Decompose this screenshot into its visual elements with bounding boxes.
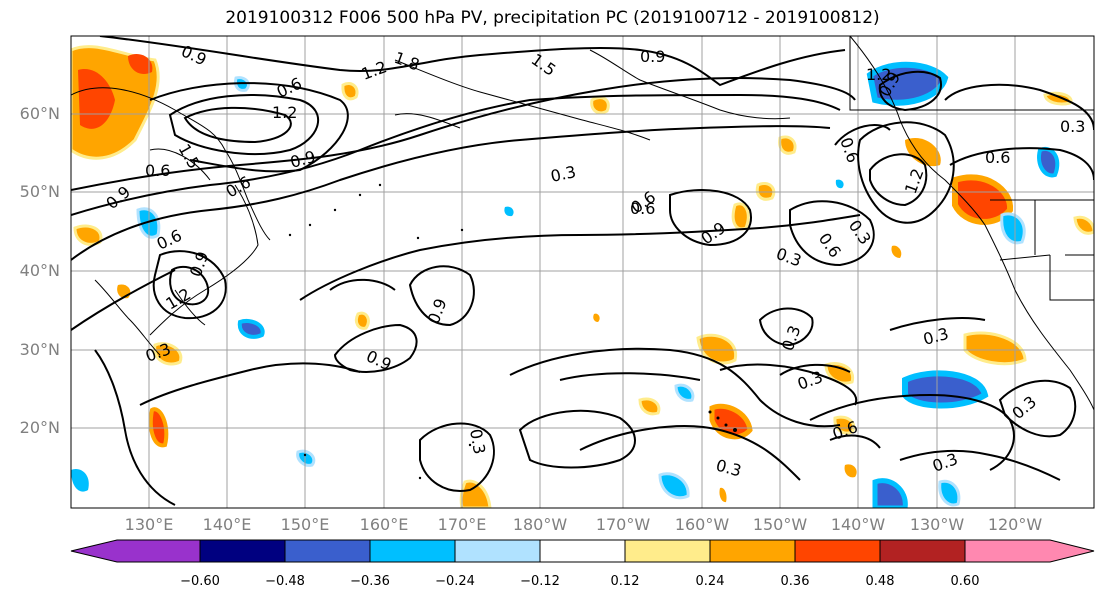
lon-label: 160°E xyxy=(359,515,409,534)
lat-label: 20°N xyxy=(19,418,60,437)
precip-anomaly-blob xyxy=(504,206,514,217)
contour-label: 0.3 xyxy=(466,427,489,455)
graticule xyxy=(71,36,1094,508)
lon-label: 170°E xyxy=(437,515,487,534)
colorbar-label: −0.12 xyxy=(520,574,560,589)
pv-contours xyxy=(71,36,1094,506)
lon-label: 140°W xyxy=(830,515,886,534)
colorbar-cell xyxy=(369,539,456,563)
lon-label: 120°W xyxy=(987,515,1043,534)
lat-label: 60°N xyxy=(19,104,60,123)
precip-anomaly-blob xyxy=(844,464,857,478)
colorbar-label: 0.48 xyxy=(865,574,895,589)
contour-label: 1.2 xyxy=(272,103,297,122)
precip-anomaly-blob xyxy=(148,407,169,448)
precip-anomaly-blob xyxy=(891,245,902,258)
lat-label: 40°N xyxy=(19,261,60,280)
precip-anomaly-blob xyxy=(459,479,492,508)
contour-label: 0.6 xyxy=(630,199,655,218)
colorbar-cell xyxy=(454,539,541,563)
precip-anomaly-blob xyxy=(963,331,1027,366)
coastlines xyxy=(71,36,1094,411)
precip-anomaly-blob xyxy=(719,487,727,503)
colorbar-cell xyxy=(70,539,201,563)
contour-label: 0.9 xyxy=(640,47,665,66)
colorbar-cell xyxy=(284,539,371,563)
precip-anomaly-blob xyxy=(136,207,161,239)
map-frame xyxy=(70,35,1095,509)
colorbar-label: −0.24 xyxy=(435,574,475,589)
contour-label: 0.6 xyxy=(145,161,170,180)
precip-anomaly-blob xyxy=(905,138,941,167)
lon-label: 160°W xyxy=(674,515,730,534)
colorbar-cell xyxy=(794,539,881,563)
precip-anomaly-blob xyxy=(296,449,316,467)
islands xyxy=(288,183,737,480)
precip-anomaly-blob xyxy=(835,179,844,189)
lat-label: 30°N xyxy=(19,340,60,359)
colorbar-label: 0.60 xyxy=(950,574,980,589)
colorbar-label: 0.24 xyxy=(695,574,725,589)
precip-anomaly-blob xyxy=(902,370,989,409)
precip-anomaly-blob xyxy=(1037,146,1060,178)
precip-anomaly-blob xyxy=(590,96,610,115)
precip-anomaly-blob xyxy=(778,135,797,155)
contour-label: 0.6 xyxy=(985,148,1010,167)
colorbar-label: −0.60 xyxy=(180,574,220,589)
colorbar-label: 0.36 xyxy=(780,574,810,589)
precip-anomaly-blob xyxy=(872,478,908,508)
plot-title: 2019100312 F006 500 hPa PV, precipitatio… xyxy=(225,8,880,28)
colorbar-cell xyxy=(539,539,626,563)
precip-anomaly-blob xyxy=(153,342,183,366)
precip-anomaly-blob xyxy=(696,333,738,365)
precip-anomaly-blob xyxy=(938,479,961,507)
contour-label: 1.2 xyxy=(866,65,891,84)
precip-anomaly-blob xyxy=(237,319,265,339)
precip-anomaly-blob xyxy=(341,82,359,101)
colorbar-label: −0.48 xyxy=(265,574,305,589)
precip-anomaly-blob xyxy=(593,313,600,322)
precip-anomaly-blob xyxy=(128,53,153,75)
colorbar-label: 0.12 xyxy=(610,574,640,589)
precip-anomaly-blob xyxy=(755,182,776,201)
lon-label: 150°E xyxy=(280,515,330,534)
colorbar-label: −0.36 xyxy=(350,574,390,589)
precip-anomaly-blob xyxy=(1043,91,1073,106)
precip-anomaly-blob xyxy=(71,468,89,492)
lon-label: 180°W xyxy=(512,515,568,534)
precip-anomaly-blob xyxy=(1073,215,1094,235)
precip-anomaly-blob xyxy=(731,202,750,231)
lon-label: 150°W xyxy=(752,515,808,534)
lon-label: 130°W xyxy=(909,515,965,534)
colorbar-cell xyxy=(624,539,711,563)
contour-label: 0.3 xyxy=(549,162,578,186)
colorbar-cell xyxy=(879,539,966,563)
lat-label: 50°N xyxy=(19,182,60,201)
precip-anomaly-blob xyxy=(638,397,661,416)
colorbar-cell xyxy=(199,539,286,563)
precip-anomaly-blob xyxy=(824,362,855,385)
lon-label: 140°E xyxy=(202,515,252,534)
colorbar-cell xyxy=(964,539,1095,563)
precip-anomaly-blob xyxy=(674,383,695,402)
precipitation-shading xyxy=(71,45,1094,508)
precip-anomaly-blob xyxy=(952,174,1014,225)
colorbar-cell xyxy=(709,539,796,563)
precip-anomaly-blob xyxy=(354,311,370,330)
colorbar xyxy=(70,539,1095,563)
lon-label: 130°E xyxy=(124,515,174,534)
precip-anomaly-blob xyxy=(658,472,690,500)
precip-anomaly-blob xyxy=(1000,212,1026,245)
lon-label: 170°W xyxy=(595,515,651,534)
contour-label: 0.3 xyxy=(1060,117,1085,136)
